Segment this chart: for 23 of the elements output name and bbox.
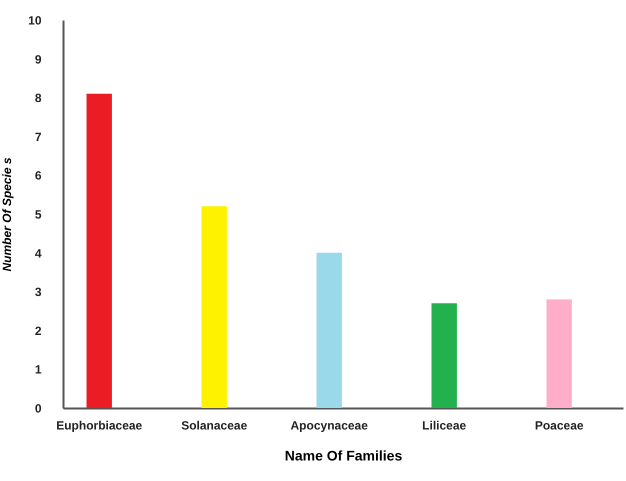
y-tick-label: 0 [34,402,42,416]
y-tick-label: 8 [34,91,42,106]
x-tick-label: Euphorbiaceae [56,418,143,432]
y-tick-label: 7 [34,130,42,144]
x-tick-label: Apocynaceae [290,418,368,432]
x-axis-title: Name Of Families [284,448,402,464]
x-tick-label: Poaceae [534,418,584,432]
y-tick-label: 6 [34,168,42,183]
bar [431,303,457,408]
y-tick-label: 1 [34,362,42,377]
x-tick-label: Liliceae [422,418,467,432]
bar [202,206,227,408]
y-tick-label: 5 [34,208,42,222]
y-tick-label: 10 [28,14,42,28]
x-tick-label: Solanaceae [181,418,248,432]
bar [86,94,112,408]
y-tick-label: 3 [34,285,42,300]
y-tick-label: 9 [34,52,42,66]
bar [546,299,572,408]
bar [316,252,342,408]
y-tick-label: 2 [34,324,42,338]
y-axis-title: Number Of Specie s [0,157,14,272]
y-tick-label: 4 [34,246,42,260]
